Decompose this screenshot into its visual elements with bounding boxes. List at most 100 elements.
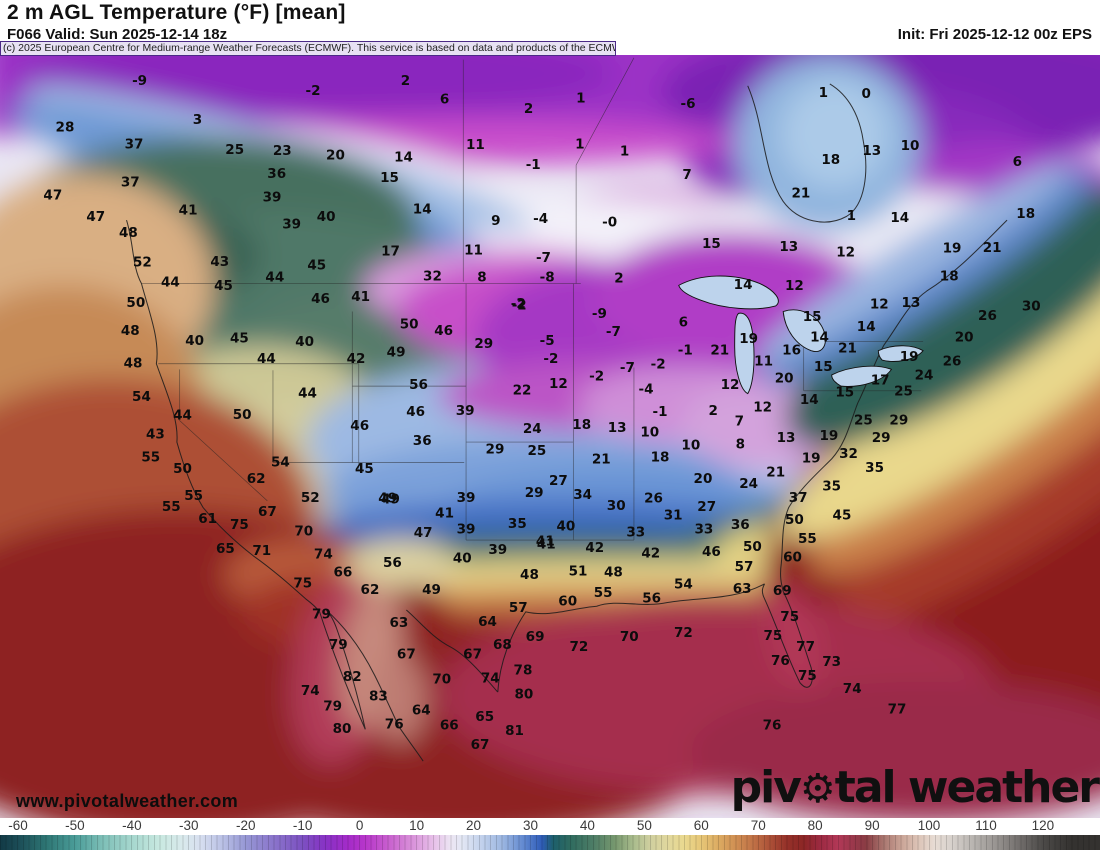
watermark-url[interactable]: www.pivotalweather.com: [16, 791, 239, 811]
temp-label: 13: [779, 239, 798, 255]
temp-label: 70: [294, 523, 313, 539]
colorbar-tick-0: 0: [355, 818, 364, 833]
temp-label: 62: [247, 471, 266, 487]
temp-label: 20: [955, 329, 974, 345]
temp-label: 73: [822, 654, 841, 670]
temp-label: 66: [334, 564, 353, 580]
colorbar-tick-30: 30: [522, 818, 538, 833]
temp-label: 7: [735, 413, 744, 429]
temp-label: 50: [233, 407, 252, 423]
temp-label: 28: [56, 119, 75, 135]
temp-label: 30: [607, 498, 626, 514]
temp-label: 21: [983, 240, 1002, 256]
temp-label: 8: [736, 437, 745, 453]
temp-label: 23: [273, 143, 292, 159]
temp-label: 1: [576, 91, 585, 107]
temp-label: 13: [777, 430, 796, 446]
temp-label: 75: [780, 609, 799, 625]
temp-label: -7: [620, 360, 635, 376]
temp-label: 76: [763, 717, 782, 733]
temp-label: 35: [508, 516, 527, 532]
colorbar-tick-10: 10: [409, 818, 425, 833]
temp-label: 19: [739, 331, 758, 347]
temp-label: 42: [585, 540, 604, 556]
temp-label: 9: [491, 213, 500, 229]
temp-label: 42: [347, 351, 366, 367]
temp-label: 47: [43, 188, 62, 204]
temp-label: -9: [592, 306, 607, 322]
temp-label: 37: [125, 136, 144, 152]
temp-label: 2: [709, 403, 718, 419]
colorbar-tick-70: 70: [750, 818, 766, 833]
temp-label: 80: [514, 687, 533, 703]
coastline-borders: [126, 83, 1008, 762]
temp-label: 74: [481, 671, 500, 687]
forecast-map[interactable]: -9 3 -2 2 6 2 1 -6 1 0 28 37 25 23 20 11 14 1 1 18 13 10 6 36 37…: [0, 55, 1100, 819]
temp-label: 33: [626, 524, 645, 540]
temp-label: 78: [514, 662, 533, 678]
temp-label: 67: [463, 646, 482, 662]
temp-label: 68: [493, 637, 512, 653]
temp-label: 65: [216, 541, 235, 557]
temp-label: 14: [734, 277, 753, 293]
temp-label: 12: [836, 244, 855, 260]
florida-coastline: [761, 583, 813, 688]
temp-label: 24: [739, 476, 758, 492]
temp-label: 1: [819, 85, 828, 101]
temp-label: 19: [943, 241, 962, 257]
temp-label: 21: [710, 342, 729, 358]
temp-label: 26: [978, 308, 997, 324]
hudson-bay-coastline: [747, 83, 867, 223]
temp-label: 46: [406, 404, 425, 420]
gulf-coastline: [497, 583, 765, 693]
temp-label: 32: [839, 446, 858, 462]
temp-label: 46: [311, 291, 330, 307]
temp-label: 41: [536, 534, 555, 550]
colorbar-tick-50: 50: [636, 818, 652, 833]
temp-label: 47: [414, 525, 433, 541]
temp-label: 16: [782, 342, 801, 358]
temp-label: 17: [871, 372, 890, 388]
lake-erie: [831, 365, 893, 387]
temp-label: -0: [602, 215, 617, 231]
temp-label: 1: [620, 144, 629, 160]
temp-label: 55: [141, 450, 160, 466]
temp-label: 50: [785, 512, 804, 528]
temp-label: 3: [193, 112, 202, 128]
colorbar-tick-90: 90: [864, 818, 880, 833]
colorbar-tick--50: -50: [65, 818, 85, 833]
temp-label: 15: [380, 170, 399, 186]
temp-label: 40: [317, 209, 336, 225]
temp-label: 43: [210, 254, 229, 270]
temp-label: -1: [526, 157, 541, 173]
temp-label: 10: [681, 438, 700, 454]
lake-huron: [782, 309, 826, 352]
temp-label: 70: [432, 672, 451, 688]
init-time-label: Init: Fri 2025-12-12 00z EPS: [897, 26, 1092, 43]
temp-label: 25: [854, 412, 873, 428]
temp-label: 15: [835, 384, 854, 400]
temp-label: 10: [901, 138, 920, 154]
temp-label: 43: [146, 426, 165, 442]
temp-label: 80: [333, 721, 352, 737]
temp-label: -2: [651, 356, 666, 372]
temp-label: 2: [401, 73, 410, 89]
temp-label: 21: [792, 186, 811, 202]
temp-label: 19: [802, 451, 821, 467]
temp-label: 15: [803, 309, 822, 325]
page-title: 2 m AGL Temperature (°F) [mean]: [7, 1, 346, 24]
temp-label: 41: [537, 536, 556, 552]
colorbar-tick-60: 60: [693, 818, 709, 833]
temp-label: 64: [412, 702, 431, 718]
temp-label: -2: [512, 298, 527, 314]
temp-label: 21: [766, 465, 785, 481]
temp-label: 70: [620, 629, 639, 645]
temp-label: 6: [679, 314, 688, 330]
temp-label: -6: [681, 96, 696, 112]
temp-label: -7: [536, 250, 551, 266]
colorbar-tick--40: -40: [122, 818, 142, 833]
temp-label: 31: [664, 508, 683, 524]
